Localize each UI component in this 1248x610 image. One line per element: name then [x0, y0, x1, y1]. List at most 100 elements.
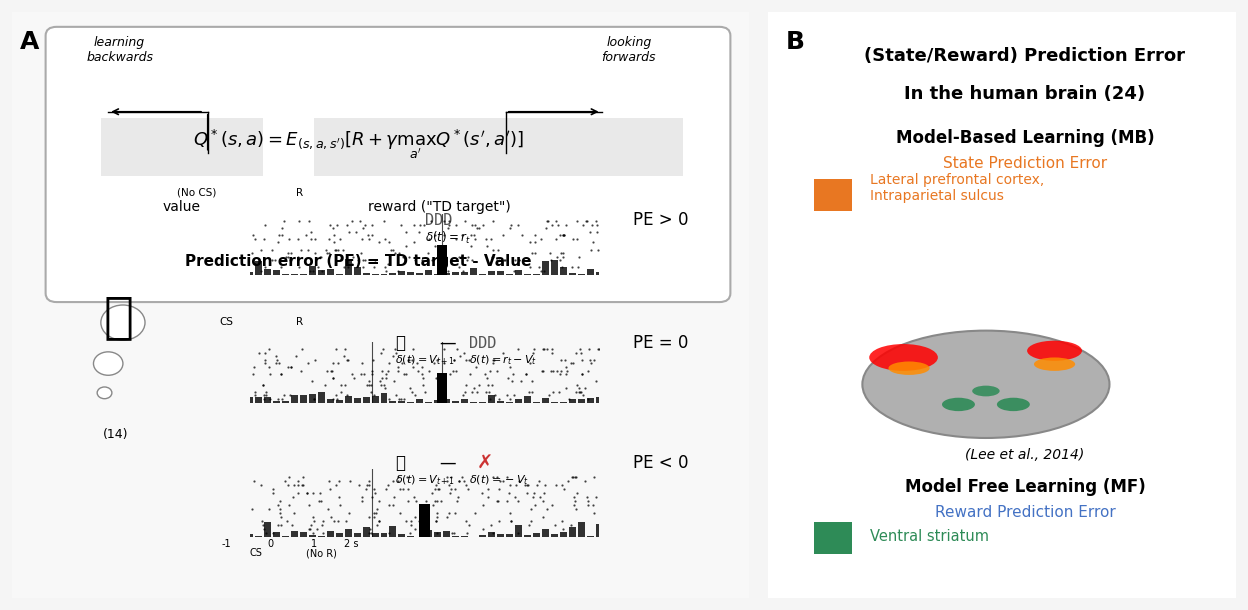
Circle shape — [94, 352, 122, 375]
Bar — [437, 373, 447, 403]
Text: (Lee et al., 2014): (Lee et al., 2014) — [965, 448, 1085, 462]
Bar — [273, 401, 280, 403]
Bar — [462, 272, 468, 274]
Text: Model-Based Learning (MB): Model-Based Learning (MB) — [896, 129, 1154, 148]
Bar — [479, 273, 485, 275]
Bar — [255, 397, 262, 403]
Text: Model Free Learning (MF): Model Free Learning (MF) — [905, 478, 1146, 496]
Bar — [255, 536, 262, 537]
Bar — [318, 392, 324, 403]
Text: State Prediction Error: State Prediction Error — [942, 156, 1107, 171]
Text: PE = 0: PE = 0 — [633, 334, 688, 352]
Bar — [550, 260, 558, 274]
Bar — [265, 269, 271, 274]
Text: 🔔: 🔔 — [396, 454, 406, 472]
Bar — [363, 273, 369, 275]
Bar — [389, 401, 397, 403]
Ellipse shape — [889, 362, 930, 375]
Bar — [595, 397, 603, 403]
Bar — [398, 271, 406, 274]
Bar — [353, 398, 361, 403]
Bar — [533, 401, 540, 403]
Bar — [524, 396, 530, 403]
Bar — [398, 401, 406, 403]
Bar — [273, 270, 280, 274]
Text: reward ("TD target"): reward ("TD target") — [368, 199, 510, 213]
Text: -1: -1 — [221, 539, 231, 549]
Text: Lateral prefrontal cortex,
Intraparietal sulcus: Lateral prefrontal cortex, Intraparietal… — [871, 173, 1045, 203]
Bar — [587, 270, 594, 274]
Text: DDD: DDD — [469, 336, 497, 351]
Text: (No CS): (No CS) — [177, 188, 216, 198]
Bar — [533, 533, 540, 537]
Bar — [265, 522, 271, 537]
Bar — [515, 525, 522, 537]
Bar — [559, 532, 567, 537]
Bar — [389, 526, 397, 537]
Bar — [515, 400, 522, 403]
Bar — [595, 272, 603, 274]
Bar — [381, 533, 387, 537]
Bar — [246, 273, 253, 274]
Bar — [587, 398, 594, 403]
Bar — [417, 273, 423, 275]
Text: looking
forwards: looking forwards — [602, 35, 656, 63]
Bar — [559, 267, 567, 274]
Ellipse shape — [870, 344, 938, 371]
Bar — [407, 272, 414, 274]
Bar — [488, 533, 495, 537]
Bar — [417, 399, 423, 403]
Bar — [443, 531, 451, 537]
Bar — [434, 400, 442, 403]
Ellipse shape — [1033, 357, 1076, 371]
Bar — [291, 531, 298, 537]
Bar — [470, 268, 477, 274]
Text: $\delta(t) = r_t - V_t$: $\delta(t) = r_t - V_t$ — [469, 354, 537, 367]
FancyBboxPatch shape — [5, 6, 756, 604]
Bar — [542, 398, 549, 403]
Ellipse shape — [997, 398, 1030, 411]
Bar — [327, 269, 333, 274]
Ellipse shape — [1027, 340, 1082, 361]
Bar — [344, 259, 352, 274]
Bar — [443, 399, 451, 403]
Bar — [814, 522, 851, 554]
Bar — [363, 528, 369, 537]
Bar — [462, 399, 468, 403]
Text: 1: 1 — [311, 539, 317, 549]
Text: R: R — [296, 188, 303, 198]
Text: learning
backwards: learning backwards — [86, 35, 154, 63]
Bar — [814, 179, 851, 211]
FancyBboxPatch shape — [314, 118, 683, 176]
Bar — [308, 266, 316, 274]
Bar — [542, 262, 549, 274]
Bar — [515, 270, 522, 274]
Bar — [542, 529, 549, 537]
Bar — [353, 267, 361, 274]
Bar — [452, 536, 459, 537]
Ellipse shape — [942, 398, 975, 411]
Bar — [363, 397, 369, 403]
Bar — [389, 273, 397, 274]
Bar — [452, 401, 459, 403]
Text: R: R — [296, 317, 303, 327]
Bar — [479, 535, 485, 537]
Text: A: A — [20, 30, 39, 54]
Bar — [336, 533, 343, 537]
Bar — [569, 273, 575, 274]
Bar — [300, 395, 307, 403]
Bar — [426, 530, 432, 537]
Bar — [524, 535, 530, 537]
Bar — [282, 401, 290, 403]
Text: $\delta(t) = r_t$: $\delta(t) = r_t$ — [424, 229, 470, 246]
Bar — [300, 532, 307, 537]
Bar — [318, 270, 324, 274]
Text: PE > 0: PE > 0 — [633, 211, 688, 229]
Text: $\delta(t) = V_{t+1}$: $\delta(t) = V_{t+1}$ — [396, 474, 456, 487]
Text: ✗: ✗ — [477, 454, 493, 473]
Bar — [344, 529, 352, 537]
Bar — [434, 532, 442, 537]
Bar — [419, 504, 429, 537]
Bar — [587, 536, 594, 537]
Text: PE < 0: PE < 0 — [633, 454, 688, 472]
